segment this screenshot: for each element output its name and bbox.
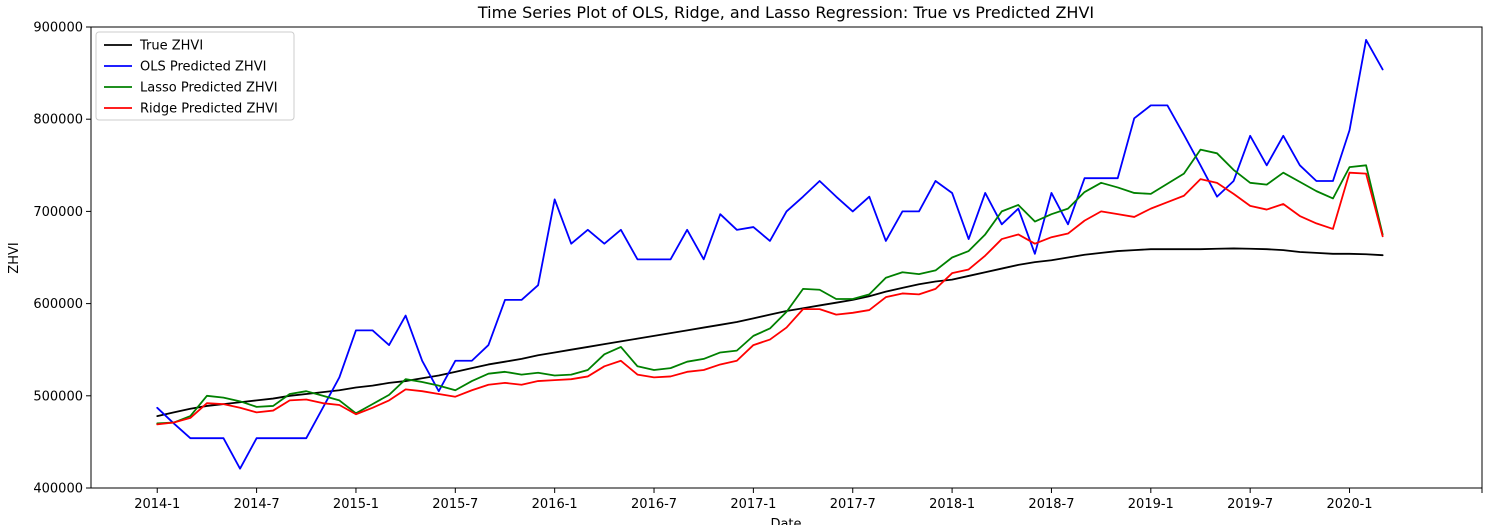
legend-label: True ZHVI bbox=[139, 39, 203, 54]
legend-box bbox=[95, 31, 295, 121]
y-axis-label: ZHVI bbox=[7, 242, 22, 273]
chart-title: Time Series Plot of OLS, Ridge, and Lass… bbox=[477, 3, 1094, 22]
legend: True ZHVI OLS Predicted ZHVI Lasso Predict… bbox=[95, 31, 295, 121]
x-tick-label: 2015-1 bbox=[333, 497, 379, 512]
x-axis-label: Date bbox=[770, 517, 801, 525]
x-tick-label: 2017-1 bbox=[730, 497, 776, 512]
y-tick-label: 600000 bbox=[33, 297, 83, 312]
x-tick-label: 2017-7 bbox=[830, 497, 876, 512]
plot-background bbox=[91, 27, 1482, 488]
series-line-3 bbox=[156, 171, 1384, 426]
y-tick-label: 800000 bbox=[33, 113, 83, 128]
series-layer bbox=[156, 39, 1384, 470]
axes-layer: 400000 500000 600000 700000 800000 900000 2014… bbox=[33, 21, 1483, 512]
series-line-1 bbox=[156, 39, 1384, 470]
x-tick-label: 2016-1 bbox=[532, 497, 578, 512]
legend-label: OLS Predicted ZHVI bbox=[140, 60, 266, 75]
y-tick-label: 700000 bbox=[33, 205, 83, 220]
x-tick-label: 2016-7 bbox=[631, 497, 677, 512]
x-tick-label: 2014-7 bbox=[234, 497, 280, 512]
plot-area bbox=[91, 27, 1482, 488]
x-tick-label: 2014-1 bbox=[134, 497, 180, 512]
x-tick-label: 2018-1 bbox=[929, 497, 975, 512]
series-line-2 bbox=[156, 148, 1384, 425]
y-tick-label: 900000 bbox=[33, 21, 83, 36]
series-line-0 bbox=[156, 247, 1384, 417]
x-tick-label: 2019-1 bbox=[1128, 497, 1174, 512]
x-tick-label: 2019-7 bbox=[1227, 497, 1273, 512]
legend-label: Lasso Predicted ZHVI bbox=[140, 81, 277, 96]
y-tick-label: 500000 bbox=[33, 389, 83, 404]
legend-label: Ridge Predicted ZHVI bbox=[140, 102, 278, 117]
axes-frame bbox=[90, 26, 1483, 489]
x-tick-label: 2015-7 bbox=[432, 497, 478, 512]
x-tick-label: 2020-1 bbox=[1327, 497, 1373, 512]
y-tick-label: 400000 bbox=[33, 482, 83, 497]
x-tick-label: 2018-7 bbox=[1028, 497, 1074, 512]
